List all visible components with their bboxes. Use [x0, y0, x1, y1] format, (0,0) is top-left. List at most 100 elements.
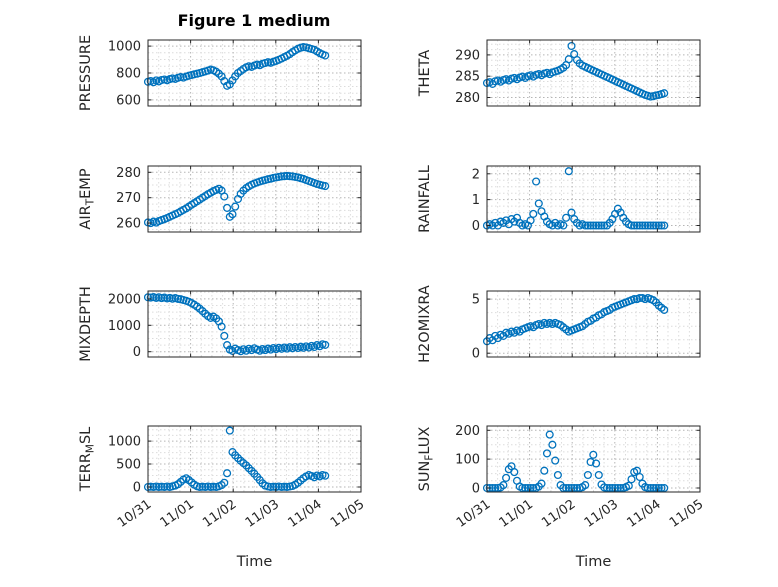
x-tick-label: 11/02	[200, 497, 239, 531]
y-tick-label: 1000	[108, 319, 141, 334]
y-tick-label: 500	[116, 458, 141, 473]
data-point	[608, 483, 617, 493]
data-point	[321, 340, 330, 349]
data-point	[491, 483, 500, 493]
tick-marks	[147, 40, 362, 106]
data-point	[559, 221, 568, 230]
data-point	[564, 167, 573, 176]
x-tick-label: 11/01	[497, 497, 536, 531]
data-point	[551, 456, 560, 465]
data-point	[321, 51, 330, 60]
data-point	[157, 482, 166, 491]
data-point	[518, 483, 527, 493]
data-point	[220, 192, 229, 201]
data-point	[567, 41, 576, 51]
data-point	[649, 483, 658, 493]
axes-box	[147, 165, 362, 233]
scatter-series	[483, 430, 669, 493]
axes-box	[486, 39, 701, 107]
data-point	[562, 213, 571, 222]
data-point	[613, 483, 622, 493]
data-point	[583, 470, 592, 480]
data-point	[649, 221, 658, 230]
data-point	[630, 295, 639, 304]
tick-marks	[486, 426, 701, 492]
y-axis-label: AIRTEMP	[78, 168, 97, 229]
data-point	[660, 305, 669, 314]
data-point	[225, 80, 234, 89]
data-point	[526, 483, 535, 493]
y-tick-label: 290	[455, 48, 480, 63]
data-point	[537, 479, 546, 488]
data-point	[597, 221, 606, 230]
minor-grid	[148, 166, 361, 232]
data-point	[586, 457, 595, 467]
data-point	[173, 294, 183, 303]
data-point	[225, 426, 234, 435]
y-tick-label: 285	[455, 70, 480, 85]
subplot-pressure: 600 800 1000 PRESSURE	[78, 35, 362, 111]
minor-grid	[487, 166, 700, 233]
data-point	[545, 430, 554, 439]
tick-marks	[147, 426, 362, 492]
y-tick-label: 280	[455, 91, 480, 106]
data-point	[321, 471, 330, 480]
data-point	[280, 172, 289, 181]
data-point	[627, 221, 636, 230]
data-point	[643, 483, 652, 493]
x-tick-label: 11/05	[667, 497, 706, 531]
data-point	[231, 202, 240, 211]
subplot-mixdepth: 0 1000 2000 MIXDEPTH	[78, 286, 362, 362]
y-tick-label: 260	[116, 217, 141, 232]
data-point	[526, 216, 535, 225]
data-point	[657, 221, 666, 230]
subplot-h2omixra: 0 5 H2OMIXRA	[417, 285, 701, 363]
data-point	[592, 221, 601, 230]
data-point	[602, 483, 612, 493]
x-axis-label-left: Time	[236, 554, 273, 570]
tick-marks	[147, 291, 362, 357]
data-point	[567, 208, 576, 217]
data-point	[499, 481, 508, 490]
data-point	[228, 210, 237, 219]
subplot-rainfall: 0 1 2 RAINFALL	[417, 165, 701, 234]
major-grid	[148, 166, 361, 232]
data-point	[564, 483, 573, 493]
data-point	[154, 482, 163, 492]
data-point	[540, 466, 549, 475]
y-tick-label: 0	[133, 481, 141, 496]
tick-marks	[486, 40, 701, 106]
minor-grid	[487, 291, 700, 357]
data-point	[521, 483, 530, 493]
y-tick-label: 5	[472, 293, 480, 308]
x-tick-label: 10/31	[454, 497, 493, 531]
y-axis-label: THETA	[417, 50, 433, 98]
y-tick-label: 0	[472, 219, 480, 234]
data-point	[572, 483, 582, 493]
data-point	[529, 209, 538, 218]
data-point	[206, 482, 215, 492]
y-tick-label: 270	[116, 191, 141, 206]
scatter-series	[144, 426, 330, 492]
y-tick-label: 800	[116, 67, 141, 82]
data-point	[586, 221, 595, 230]
data-point	[657, 483, 666, 493]
data-point	[562, 483, 571, 493]
y-tick-label: 600	[116, 93, 141, 108]
data-point	[534, 199, 543, 208]
x-tick-label: 11/05	[328, 497, 367, 531]
data-point	[548, 440, 557, 449]
scatter-series	[483, 293, 669, 346]
data-point	[553, 470, 562, 480]
data-point	[321, 182, 330, 191]
data-point	[627, 475, 636, 484]
data-point	[559, 483, 568, 493]
y-tick-label: 1000	[108, 40, 141, 55]
data-point	[589, 221, 598, 230]
data-point	[280, 482, 289, 491]
data-point	[583, 221, 592, 230]
data-point	[632, 221, 642, 230]
y-tick-label: 0	[472, 347, 480, 362]
data-point	[269, 482, 278, 491]
